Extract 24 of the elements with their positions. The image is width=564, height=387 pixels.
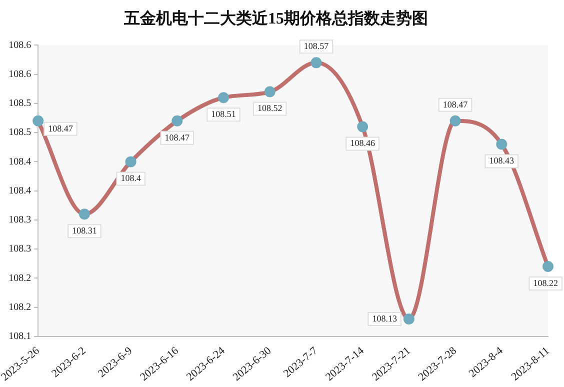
- data-label: 108.52: [258, 103, 282, 114]
- data-label: 108.47: [164, 132, 190, 142]
- y-tick-label: 108.4: [8, 156, 32, 168]
- y-tick-label: 108.3: [8, 214, 32, 226]
- y-tick-label: 108.1: [8, 331, 32, 342]
- data-label: 108.4: [120, 173, 142, 184]
- data-label: 108.51: [211, 108, 236, 119]
- y-tick-label: 108.2: [8, 272, 32, 284]
- data-label: 108.13: [372, 313, 398, 324]
- data-label: 108.22: [533, 278, 558, 288]
- y-tick-label: 108.6: [8, 40, 32, 51]
- data-label: 108.57: [304, 41, 330, 52]
- data-label: 108.47: [48, 123, 74, 134]
- data-label: 108.43: [489, 156, 515, 166]
- y-tick-label: 108.4: [8, 185, 32, 196]
- y-tick-label: 108.3: [8, 244, 32, 255]
- data-label: 108.46: [350, 138, 376, 148]
- data-label: 108.31: [72, 225, 97, 236]
- chart-title: 五金机电十二大类近15期价格总指数走势图: [123, 10, 428, 28]
- y-tick-label: 108.6: [8, 68, 32, 80]
- data-label: 108.47: [442, 99, 468, 110]
- y-tick-label: 108.2: [8, 302, 32, 313]
- y-tick-label: 108.5: [8, 127, 32, 138]
- y-tick-label: 108.5: [8, 98, 32, 110]
